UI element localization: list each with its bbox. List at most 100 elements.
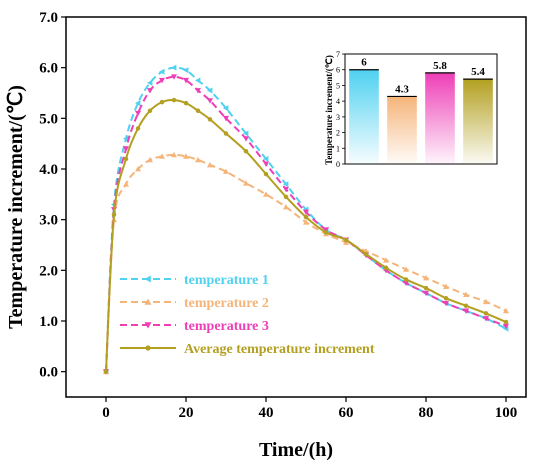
data-point <box>323 230 329 235</box>
data-point <box>423 285 429 291</box>
y-tick-label: 4.0 <box>39 162 58 178</box>
data-point <box>159 77 165 84</box>
data-point <box>383 257 389 263</box>
y-tick-label: 7.0 <box>39 10 58 26</box>
data-point <box>123 146 129 152</box>
data-point <box>144 275 151 283</box>
y-tick-label: 3.0 <box>39 213 58 229</box>
main-series-group <box>103 64 509 375</box>
data-point <box>123 181 129 187</box>
inset-y-axis-title: Temperature increment/(℃) <box>324 55 334 165</box>
data-point <box>207 117 213 122</box>
y-tick-label: 6.0 <box>39 61 58 77</box>
data-point <box>159 153 165 159</box>
y-tick-label: 5.0 <box>39 111 58 127</box>
data-point <box>283 194 289 200</box>
data-point <box>183 153 189 159</box>
inset-bar-label: 5.4 <box>471 66 485 78</box>
data-point <box>403 266 409 272</box>
y-tick-label: 2.0 <box>39 263 58 279</box>
series-2 <box>103 151 509 375</box>
x-tick-label: 20 <box>179 405 194 421</box>
data-point <box>243 130 249 137</box>
data-point <box>363 251 369 257</box>
inset-y-tick-label: 3 <box>336 113 340 122</box>
inset-y-tick-label: 5 <box>336 81 340 90</box>
data-point <box>135 166 141 172</box>
data-point <box>135 126 141 131</box>
data-point <box>503 323 509 330</box>
data-point <box>443 295 449 301</box>
plot-frame <box>65 16 527 398</box>
data-point <box>383 265 389 271</box>
data-point <box>263 155 269 162</box>
data-point <box>443 283 449 289</box>
data-point <box>195 88 201 94</box>
legend-label: Average temperature increment <box>184 342 375 357</box>
data-point <box>343 237 349 243</box>
data-point <box>183 67 189 74</box>
x-tick-label: 60 <box>339 405 354 421</box>
legend-item: temperature 1 <box>120 273 269 288</box>
data-point <box>195 156 201 163</box>
data-point <box>303 219 309 225</box>
x-axis-title: Time/(h) <box>259 439 333 461</box>
data-point <box>171 97 177 103</box>
data-point <box>123 135 129 142</box>
data-point <box>147 108 153 113</box>
inset-bar-label: 4.3 <box>395 83 409 95</box>
data-point <box>423 290 429 297</box>
data-point <box>463 303 469 309</box>
inset-y-tick-label: 7 <box>336 50 340 59</box>
data-point <box>145 345 151 351</box>
legend-label: temperature 2 <box>184 296 269 311</box>
data-point <box>147 79 153 86</box>
data-point <box>207 161 213 168</box>
data-point <box>135 100 141 107</box>
data-point <box>135 110 141 117</box>
inset-y-tick-label: 4 <box>336 97 340 106</box>
series-3 <box>103 74 509 375</box>
data-point <box>223 105 229 112</box>
data-point <box>223 115 229 122</box>
data-point <box>423 274 429 281</box>
inset-bar <box>463 79 493 164</box>
data-point <box>283 204 289 210</box>
data-point <box>403 280 409 286</box>
data-point <box>503 319 509 325</box>
data-point <box>144 322 152 329</box>
x-tick-label: 100 <box>495 405 518 421</box>
x-tick-label: 80 <box>419 405 434 421</box>
legend-item: temperature 2 <box>120 296 269 311</box>
x-tick-label: 0 <box>102 405 110 421</box>
data-point <box>144 298 152 305</box>
series-line <box>105 153 507 372</box>
inset-y-tick-label: 1 <box>336 144 340 153</box>
data-point <box>111 212 117 217</box>
data-point <box>243 149 249 154</box>
data-point <box>171 64 177 71</box>
data-point <box>243 180 249 186</box>
data-point <box>463 308 469 314</box>
series-4 <box>103 97 509 374</box>
x-tick-label: 40 <box>259 405 274 421</box>
inset-content: 0 1 2 3 4 5 6 7 6 4.3 5.8 5.4 <box>336 50 493 169</box>
data-point <box>147 88 153 94</box>
data-point <box>123 156 129 162</box>
inset-bar <box>387 96 417 164</box>
y-axis-title: Temperature increment/(℃) <box>5 85 27 329</box>
data-point <box>171 74 177 80</box>
legend: temperature 1 temperature 2 temperature 3 A… <box>120 273 375 357</box>
inset-bar <box>349 69 379 164</box>
data-point <box>223 131 229 136</box>
data-point <box>103 369 109 374</box>
inset-y-tick-label: 6 <box>336 66 340 75</box>
data-point <box>263 161 269 167</box>
data-point <box>195 108 201 113</box>
y-tick-label: 1.0 <box>39 314 58 330</box>
data-point <box>207 87 213 94</box>
legend-item: temperature 3 <box>120 319 269 334</box>
data-point <box>403 277 409 282</box>
inset-y-tick-label: 0 <box>336 160 340 169</box>
